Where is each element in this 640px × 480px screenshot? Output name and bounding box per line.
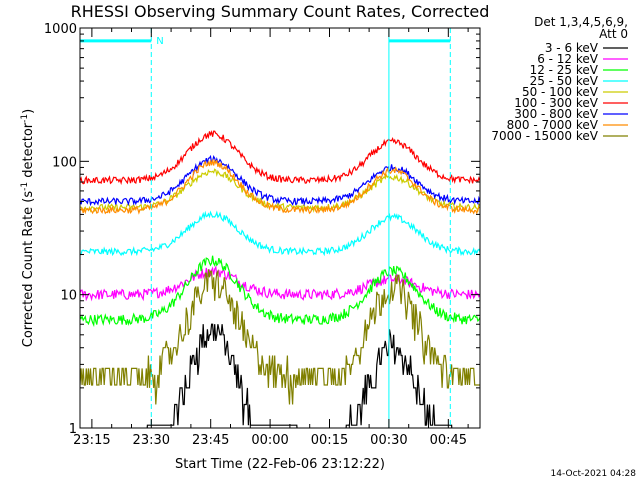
legend-label-7: 800 - 7000 keV xyxy=(507,118,599,132)
series-line-8 xyxy=(80,269,480,405)
legend-label-8: 7000 - 15000 keV xyxy=(491,129,598,143)
series-group xyxy=(80,129,480,428)
legend-label-6: 300 - 800 keV xyxy=(514,107,598,121)
y-axis-label-end: ) xyxy=(21,109,36,114)
legend-label-4: 50 - 100 keV xyxy=(522,85,599,99)
plot-area: N 1 10 100 1000 23:15 23:30 23:45 00:00 00:15 00:3… xyxy=(44,22,481,448)
series-line-7 xyxy=(80,158,480,215)
y-tick-label-0: 1 xyxy=(69,422,77,437)
x-tick-label-4: 00:15 xyxy=(311,433,348,448)
y-axis-label-exp1: -1 xyxy=(20,182,30,191)
series-line-6 xyxy=(80,154,480,207)
series-line-2 xyxy=(80,255,480,328)
legend-label-3: 25 - 50 keV xyxy=(530,74,599,88)
attenuator-label-0: N xyxy=(156,36,163,47)
footer-date: 14-Oct-2021 04:28 xyxy=(551,469,637,479)
x-tick-label-2: 23:45 xyxy=(192,433,229,448)
x-tick-label-0: 23:15 xyxy=(73,433,110,448)
chart-title: RHESSI Observing Summary Count Rates, Co… xyxy=(71,2,490,21)
y-tick-label-2: 100 xyxy=(52,155,77,170)
series-line-5 xyxy=(80,129,480,186)
legend-header-line2: Att 0 xyxy=(599,27,628,41)
legend-label-0: 3 - 6 keV xyxy=(545,41,599,55)
y-tick-label-3: 1000 xyxy=(44,22,77,37)
y-axis-label: Corrected Count Rate (s-1 detector-1) xyxy=(20,109,36,347)
x-tick-label-6: 00:45 xyxy=(430,433,467,448)
x-tick-label-5: 00:30 xyxy=(370,433,407,448)
legend-label-1: 6 - 12 keV xyxy=(537,52,599,66)
x-axis-label: Start Time (22-Feb-06 23:12:22) xyxy=(175,457,385,472)
series-line-3 xyxy=(80,210,480,257)
series-line-0 xyxy=(146,323,453,428)
y-axis-label-mid: detector xyxy=(21,122,36,182)
y-axis-label-main: Corrected Count Rate (s xyxy=(21,191,36,348)
plot-frame xyxy=(79,27,481,429)
x-tick-label-1: 23:30 xyxy=(133,433,170,448)
legend-header-line1: Det 1,3,4,5,6,9, xyxy=(534,15,628,29)
y-axis-label-exp2: -1 xyxy=(20,114,30,123)
legend-label-5: 100 - 300 keV xyxy=(514,96,598,110)
y-tick-label-1: 10 xyxy=(60,289,77,304)
legend-label-2: 12 - 25 keV xyxy=(530,63,599,77)
x-tick-label-3: 00:00 xyxy=(251,433,288,448)
